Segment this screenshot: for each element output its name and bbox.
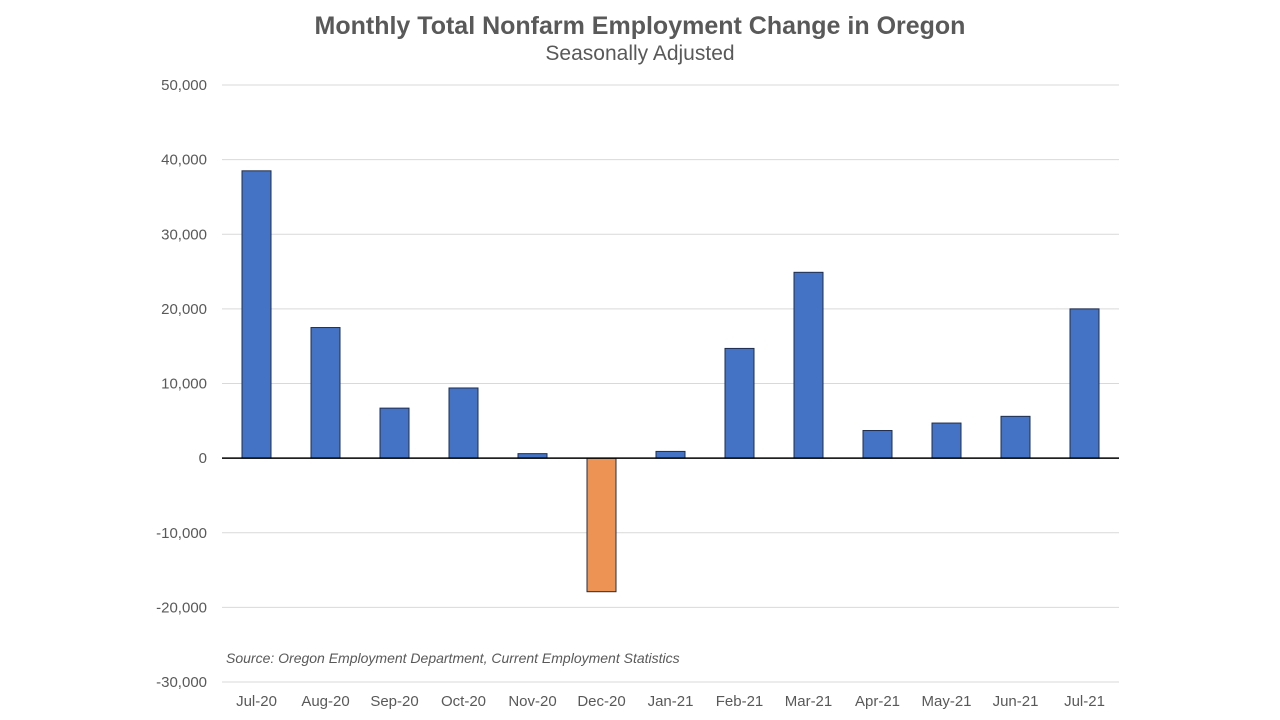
y-tick-label: 0 — [199, 450, 207, 467]
bar — [310, 327, 341, 459]
bar — [931, 422, 962, 459]
y-tick-label: 40,000 — [161, 152, 207, 169]
tick-labels: -30,000 -20,000 -10,000 0 10,000 20,000 30,000… — [156, 77, 1105, 710]
bar — [1069, 308, 1100, 459]
bar — [862, 430, 893, 459]
bar — [655, 450, 686, 459]
bar — [379, 407, 410, 459]
source-annotation: Source: Oregon Employment Department, Cu… — [226, 650, 680, 666]
bar — [724, 347, 755, 459]
x-tick-label: Jul-20 — [236, 693, 277, 710]
y-tick-label: 20,000 — [161, 301, 207, 318]
x-tick-label: Oct-20 — [441, 693, 486, 710]
y-tick-label: 50,000 — [161, 77, 207, 94]
x-tick-label: Apr-21 — [855, 693, 900, 710]
bars — [241, 170, 1100, 593]
bar — [241, 170, 272, 459]
x-tick-label: Aug-20 — [301, 693, 349, 710]
x-tick-label: Jan-21 — [648, 693, 694, 710]
x-tick-label: Mar-21 — [785, 693, 833, 710]
bar — [448, 387, 479, 459]
x-tick-label: Feb-21 — [716, 693, 764, 710]
x-tick-label: Jul-21 — [1064, 693, 1105, 710]
x-tick-label: May-21 — [921, 693, 971, 710]
x-tick-label: Dec-20 — [577, 693, 625, 710]
bar — [793, 271, 824, 459]
x-tick-label: Sep-20 — [370, 693, 418, 710]
bar — [586, 457, 617, 593]
y-tick-label: 10,000 — [161, 376, 207, 393]
bar — [1000, 415, 1031, 459]
chart-subtitle: Seasonally Adjusted — [545, 42, 735, 65]
y-tick-label: 30,000 — [161, 226, 207, 243]
y-tick-label: -30,000 — [156, 674, 207, 691]
y-tick-label: -10,000 — [156, 525, 207, 542]
x-tick-label: Nov-20 — [508, 693, 556, 710]
y-tick-label: -20,000 — [156, 599, 207, 616]
gridlines — [222, 84, 1119, 683]
chart-title: Monthly Total Nonfarm Employment Change … — [314, 12, 966, 40]
x-tick-label: Jun-21 — [993, 693, 1039, 710]
